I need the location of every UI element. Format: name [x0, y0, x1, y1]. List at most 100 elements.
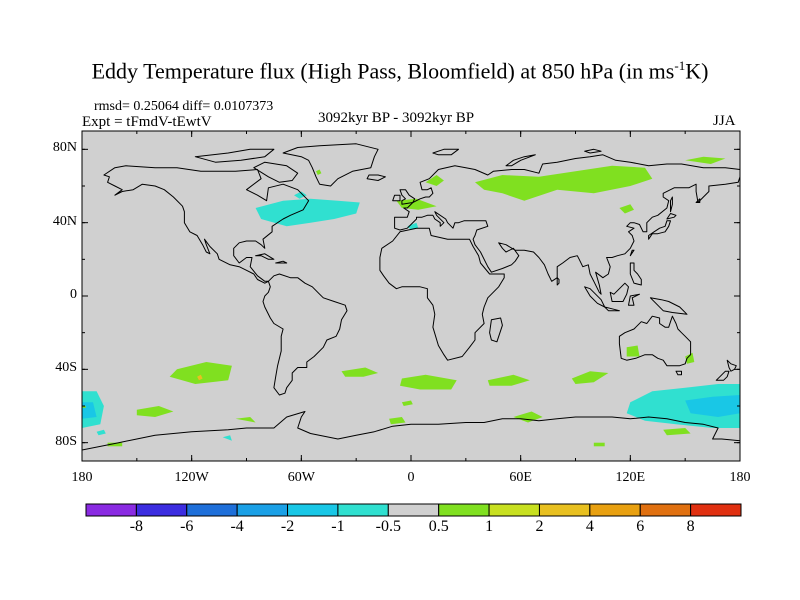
coastline-north-america — [103, 165, 310, 284]
colorbar-swatch — [186, 503, 238, 517]
rmsd-label: rmsd= 0.25064 — [94, 99, 179, 114]
coastline-java — [604, 306, 620, 312]
coastline-taiwan — [629, 249, 635, 257]
coastline-baffin — [253, 161, 299, 183]
anomaly-region-amundsen — [222, 435, 232, 441]
anomaly-region-antarctic-e — [513, 411, 543, 423]
coastline-hispaniola — [275, 260, 288, 264]
experiment-label: Expt = tFmdV-tEwtV — [82, 114, 212, 130]
coastline-novaya-zemlya — [505, 154, 536, 167]
anomaly-region-s-pacific-dot — [197, 374, 203, 381]
anomaly-region-sw-pacific-dark — [685, 395, 740, 417]
colorbar-label: 0.5 — [428, 518, 449, 535]
lon-label: 180 — [729, 470, 751, 485]
anomaly-region-s-atlantic — [341, 367, 379, 377]
coastline-britain — [399, 189, 416, 205]
anomaly-region-antarctic-s — [107, 442, 123, 447]
colorbar-label: 4 — [585, 518, 594, 535]
colorbar — [85, 503, 742, 517]
coastline-antarctica — [82, 411, 740, 451]
title-tail: K) — [685, 58, 709, 84]
anomaly-region-sw-pacific — [626, 384, 740, 428]
period-label: 3092kyr BP - 3092kyr BP — [318, 110, 475, 126]
title-superscript: -1 — [674, 58, 686, 73]
anomaly-region-e-antarctic-dot — [593, 442, 605, 447]
coastline-philippines — [629, 262, 642, 286]
anomaly-region-drake — [235, 417, 256, 423]
colorbar-label: -2 — [280, 518, 295, 535]
lon-label: 0 — [407, 470, 415, 485]
lon-label: 60E — [509, 470, 532, 485]
lat-label: 0 — [70, 287, 77, 302]
coastline-africa — [379, 227, 505, 361]
anomaly-region-scandinavia — [425, 175, 444, 186]
coastline-tasmania — [675, 370, 682, 376]
colorbar-swatch — [589, 503, 641, 517]
lon-label: 60W — [287, 470, 315, 485]
anomaly-region-antarctic-dot — [401, 400, 413, 406]
anomaly-region-siberia — [475, 165, 653, 201]
anomaly-region-europe — [396, 198, 437, 210]
anomaly-region-s-indian-mid — [487, 374, 530, 386]
lat-label: 80S — [55, 433, 77, 449]
anomaly-region-weddell — [389, 417, 406, 425]
lon-label: 120W — [174, 470, 209, 485]
anomaly-region-s-pacific-w — [136, 406, 174, 417]
coastline-south-america — [262, 273, 348, 396]
title-main: Eddy Temperature flux (High Pass, Bloomf… — [91, 58, 675, 84]
anomaly-region-labrador — [294, 191, 307, 199]
lat-label: 40N — [52, 213, 77, 229]
colorbar-swatch — [135, 503, 188, 517]
anomaly-region-central-asia — [619, 204, 634, 214]
lon-label: 120E — [615, 470, 646, 485]
colorbar-label: 8 — [686, 518, 695, 535]
anomaly-region-greenland-pt — [316, 169, 322, 175]
coastline-sri-lanka — [556, 277, 560, 286]
season-label: JJA — [713, 113, 736, 129]
anomaly-region-s-indian-e — [571, 371, 609, 384]
anomaly-region-s-indian-w — [400, 374, 457, 390]
coastline-svalbard — [432, 148, 459, 156]
colorbar-swatch — [538, 503, 591, 517]
coastline-greenland — [282, 143, 379, 187]
colorbar-label: 2 — [535, 518, 544, 535]
coastline-layer — [82, 143, 740, 451]
anomaly-region-australia-s — [626, 345, 640, 357]
axis-ticks — [81, 131, 741, 461]
coastline-iceland — [366, 174, 386, 181]
diff-label: diff= 0.0107373 — [182, 99, 274, 114]
coastline-new-zealand-s — [715, 370, 730, 381]
coastline-hokkaido — [666, 213, 677, 220]
coastline-ireland — [392, 194, 401, 202]
colorbar-swatch — [438, 503, 490, 517]
colorbar-label: 6 — [636, 518, 645, 535]
coastline-madagascar — [489, 317, 503, 343]
anomaly-region-ross-dot — [96, 429, 106, 436]
coastline-eurasia — [394, 154, 740, 295]
colorbar-label: -8 — [129, 518, 144, 535]
anomaly-region-ne-siberia — [685, 156, 726, 164]
coastline-sakhalin — [670, 196, 673, 213]
lat-label: 80N — [52, 140, 77, 156]
coastline-australia — [618, 315, 692, 367]
colorbar-swatch — [639, 503, 692, 517]
colorbar-label: -0.5 — [375, 518, 401, 535]
colorbar-swatch — [337, 503, 389, 517]
lon-label: 180 — [71, 470, 93, 485]
coastline-japan — [648, 220, 671, 240]
colorbar-swatch — [236, 503, 289, 517]
coastline-severnaya — [584, 148, 602, 154]
colorbar-swatch — [287, 503, 339, 517]
colorbar-label: 1 — [485, 518, 494, 535]
colorbar-label: -1 — [331, 518, 345, 535]
coastline-sulawesi — [628, 293, 640, 306]
coastline-borneo — [609, 282, 629, 302]
colorbar-label: -4 — [230, 518, 244, 535]
anomaly-region-n-pacific-blob — [266, 209, 273, 216]
coastline-new-guinea — [649, 297, 688, 315]
colorbar-swatch — [387, 503, 440, 517]
colorbar-swatch — [690, 503, 742, 517]
colorbar-label: -6 — [180, 518, 194, 535]
anomaly-region-ne-australia — [685, 352, 695, 364]
